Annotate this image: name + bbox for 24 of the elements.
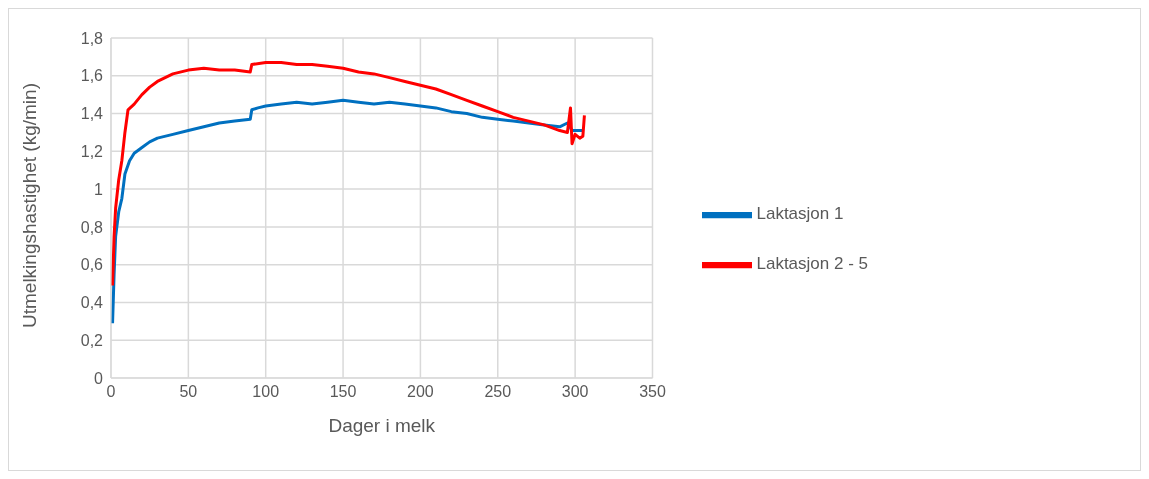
y-tick-label: 0 <box>94 369 104 387</box>
y-tick-label: 0,2 <box>80 331 104 349</box>
legend-label: Laktasjon 1 <box>756 203 844 223</box>
x-axis-title: Dager i melk <box>328 415 436 436</box>
y-tick-label: 1 <box>94 180 104 198</box>
legend-label: Laktasjon 2 - 5 <box>756 253 868 273</box>
y-tick-label: 1,6 <box>80 67 104 85</box>
line-series <box>111 61 586 287</box>
x-tick-label: 50 <box>179 383 198 401</box>
y-tick-label: 0,4 <box>80 294 104 312</box>
y-tick-label: 0,8 <box>80 218 104 236</box>
x-tick-label: 150 <box>329 383 357 401</box>
x-tick-label: 250 <box>484 383 512 401</box>
line-series <box>111 98 585 325</box>
y-tick-label: 1,4 <box>80 105 104 123</box>
x-tick-label: 200 <box>407 383 434 401</box>
x-tick-label: 100 <box>252 383 280 401</box>
x-tick-label: 0 <box>106 383 116 401</box>
y-axis-title: Utmelkingshastighet (kg/min) <box>18 83 40 328</box>
y-tick-label: 1,2 <box>80 143 104 161</box>
y-tick-label: 1,8 <box>80 29 104 47</box>
y-tick-label: 0,6 <box>80 256 104 274</box>
x-tick-label: 350 <box>639 383 666 401</box>
x-tick-label: 300 <box>561 383 589 401</box>
